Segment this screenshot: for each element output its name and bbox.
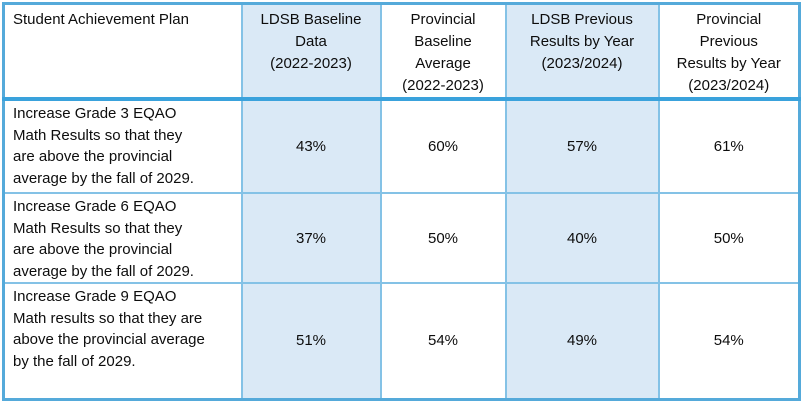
table-row-grade3: Increase Grade 3 EQAO Math Results so th… — [2, 98, 801, 194]
value-cell-grade6-provincial-previous: 50% — [657, 192, 801, 284]
column-header-ldsb-previous-results: LDSB Previous Results by Year (2023/2024… — [504, 2, 660, 101]
value-cell-grade6-ldsb-baseline: 37% — [240, 192, 382, 284]
column-header-ldsb-baseline-data: LDSB Baseline Data (2022-2023) — [240, 2, 382, 101]
goal-cell-grade9: Increase Grade 9 EQAO Math results so th… — [2, 282, 243, 400]
table-row-grade6: Increase Grade 6 EQAO Math Results so th… — [2, 192, 801, 284]
value-cell-grade6-provincial-baseline: 50% — [379, 192, 507, 284]
value-cell-grade9-ldsb-previous: 49% — [504, 282, 660, 400]
value-cell-grade9-ldsb-baseline: 51% — [240, 282, 382, 400]
value-cell-grade9-provincial-previous: 54% — [657, 282, 801, 400]
value-cell-grade3-provincial-baseline: 60% — [379, 98, 507, 194]
value-cell-grade3-ldsb-previous: 57% — [504, 98, 660, 194]
goal-cell-grade3: Increase Grade 3 EQAO Math Results so th… — [2, 98, 243, 194]
column-header-provincial-previous-results: Provincial Previous Results by Year (202… — [657, 2, 801, 101]
value-cell-grade6-ldsb-previous: 40% — [504, 192, 660, 284]
table-row-grade9: Increase Grade 9 EQAO Math results so th… — [2, 282, 801, 400]
table-header-row: Student Achievement Plan LDSB Baseline D… — [2, 2, 801, 101]
column-header-student-achievement-plan: Student Achievement Plan — [2, 2, 243, 101]
value-cell-grade3-ldsb-baseline: 43% — [240, 98, 382, 194]
column-header-provincial-baseline-average: Provincial Baseline Average (2022-2023) — [379, 2, 507, 101]
goal-cell-grade6: Increase Grade 6 EQAO Math Results so th… — [2, 192, 243, 284]
value-cell-grade3-provincial-previous: 61% — [657, 98, 801, 194]
value-cell-grade9-provincial-baseline: 54% — [379, 282, 507, 400]
